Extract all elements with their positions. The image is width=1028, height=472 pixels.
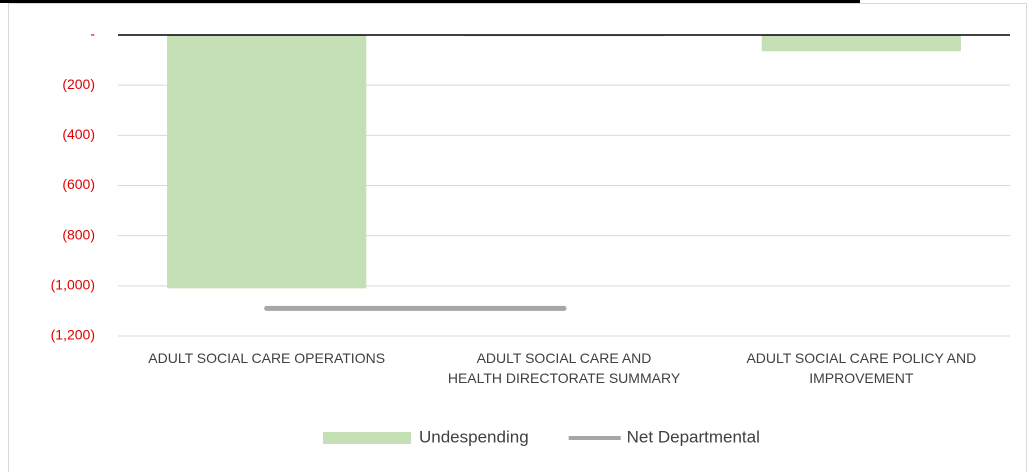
bar <box>761 35 961 52</box>
chart-frame <box>8 3 1027 472</box>
x-tick-label: ADULT SOCIAL CARE OPERATIONS <box>148 350 385 366</box>
bar <box>167 35 367 289</box>
y-tick-label: (400) <box>62 126 95 142</box>
legend-label: Undespending <box>419 427 529 446</box>
x-tick-label: ADULT SOCIAL CARE AND HEALTH DIRECTORATE … <box>448 350 681 386</box>
x-tick-label: ADULT SOCIAL CARE POLICY AND IMPROVEMENT <box>746 350 976 386</box>
y-tick-label: (600) <box>62 176 95 192</box>
top-rule <box>0 0 860 3</box>
legend-swatch <box>323 432 411 444</box>
legend-label: Net Departmental <box>627 427 760 446</box>
y-tick-label: (1,000) <box>51 277 95 293</box>
y-tick-label: - <box>90 26 95 42</box>
y-tick-label: (1,200) <box>51 327 95 343</box>
y-tick-label: (800) <box>62 226 95 242</box>
y-tick-label: (200) <box>62 76 95 92</box>
